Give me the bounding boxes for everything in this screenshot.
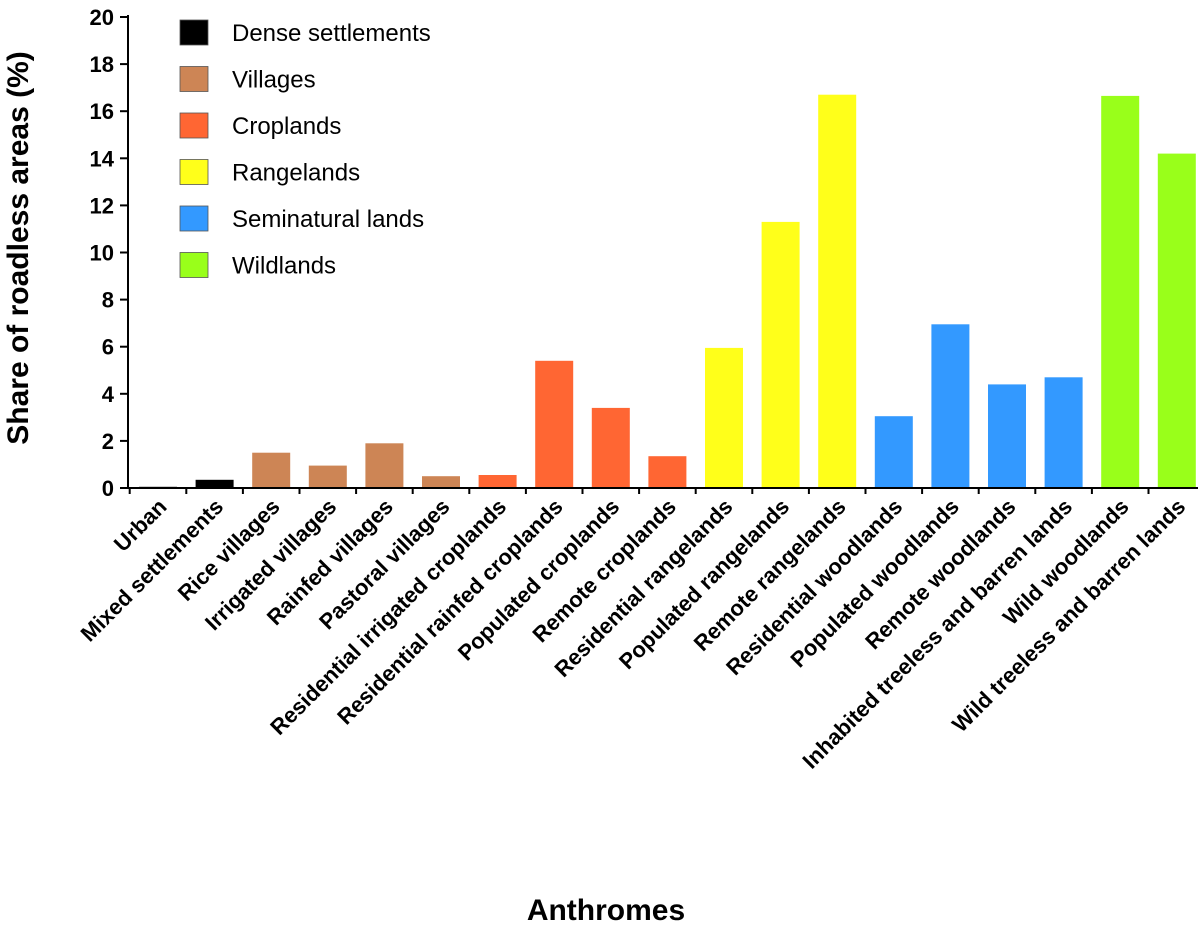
y-tick-label: 10 bbox=[90, 241, 114, 266]
y-tick-label: 8 bbox=[102, 288, 114, 313]
bar-residential-woodlands bbox=[874, 416, 913, 488]
bar-residential-irrigated-croplands bbox=[478, 475, 517, 488]
legend-label: Rangelands bbox=[232, 160, 360, 187]
legend-label: Dense settlements bbox=[232, 20, 431, 47]
y-tick-label: 0 bbox=[102, 476, 114, 501]
bar-residential-rangelands bbox=[705, 347, 743, 488]
y-tick-label: 14 bbox=[90, 146, 115, 171]
y-tick-label: 2 bbox=[102, 429, 114, 454]
y-tick-label: 16 bbox=[90, 99, 114, 124]
bar-remote-woodlands bbox=[988, 384, 1026, 488]
bar-residential-rainfed-croplands bbox=[535, 360, 574, 488]
bar-rice-villages bbox=[252, 452, 291, 488]
bar-wild-treeless-and-barren-lands bbox=[1157, 153, 1196, 488]
bar-remote-croplands bbox=[648, 456, 687, 488]
bar-irrigated-villages bbox=[308, 465, 347, 488]
legend-swatch bbox=[179, 252, 209, 278]
bar-populated-rangelands bbox=[761, 221, 800, 488]
bar-populated-woodlands bbox=[931, 324, 970, 488]
legend-swatch bbox=[179, 112, 209, 139]
bar-pastoral-villages bbox=[422, 476, 460, 488]
bar-rainfed-villages bbox=[365, 443, 404, 488]
y-tick-label: 4 bbox=[102, 382, 115, 407]
y-tick-label: 20 bbox=[90, 5, 114, 30]
legend-swatch bbox=[179, 66, 209, 92]
bar-inhabited-treeless-and-barren-lands bbox=[1044, 377, 1083, 488]
bar-wild-woodlands bbox=[1101, 95, 1140, 489]
x-axis-title: Anthromes bbox=[527, 894, 685, 927]
legend-label: Villages bbox=[232, 67, 316, 94]
legend-swatch bbox=[179, 205, 209, 232]
bar-mixed-settlements bbox=[195, 479, 234, 488]
bar-remote-rangelands bbox=[818, 94, 857, 488]
y-axis-title: Share of roadless areas (%) bbox=[2, 51, 35, 445]
legend-label: Wildlands bbox=[232, 253, 336, 280]
y-tick-label: 18 bbox=[90, 52, 114, 77]
y-tick-label: 6 bbox=[102, 335, 114, 360]
legend-swatch bbox=[179, 159, 209, 185]
legend-label: Croplands bbox=[232, 113, 341, 140]
legend-label: Seminatural lands bbox=[232, 206, 424, 233]
bar-populated-croplands bbox=[591, 407, 630, 488]
y-tick-label: 12 bbox=[90, 193, 114, 218]
legend-swatch bbox=[179, 19, 209, 46]
